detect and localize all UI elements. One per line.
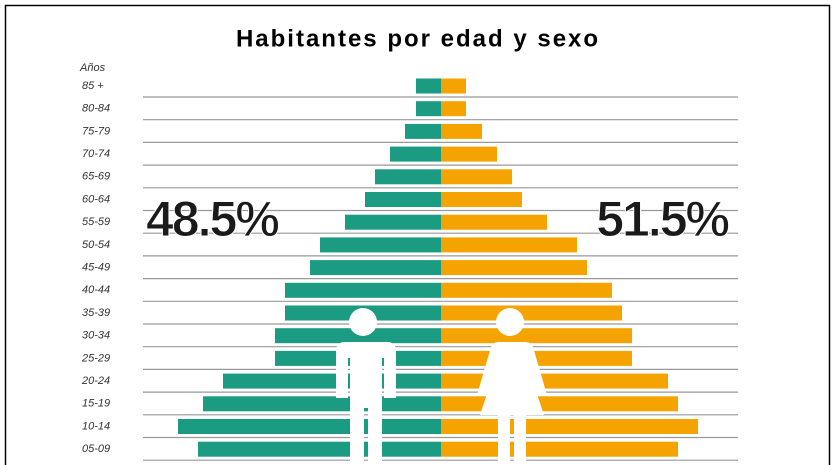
y-axis-label: Años xyxy=(79,62,106,74)
y-tick-label: 10-14 xyxy=(82,420,110,432)
bar xyxy=(178,419,441,434)
bar xyxy=(223,373,441,389)
y-tick-label: 20-24 xyxy=(81,375,110,387)
bar xyxy=(441,419,698,434)
bar xyxy=(375,169,441,185)
y-tick-label: 55-59 xyxy=(82,216,110,228)
y-tick-label: 80-84 xyxy=(82,103,110,115)
y-tick-label: 85 + xyxy=(82,80,104,92)
y-tick-label: 45-49 xyxy=(82,262,110,274)
overlay: 48.5% 51.5% xyxy=(146,191,732,465)
chart-title: Habitantes por edad y sexo xyxy=(236,25,600,52)
male-percentage: 48.5% xyxy=(146,191,279,247)
y-tick-label: 70-74 xyxy=(82,148,110,160)
bar xyxy=(441,146,497,162)
bar xyxy=(441,214,547,230)
bar xyxy=(310,260,441,276)
bar xyxy=(198,441,441,457)
female-icon xyxy=(477,308,547,465)
y-tick-label: 50-54 xyxy=(82,239,110,251)
bar xyxy=(441,373,668,389)
bar xyxy=(203,396,441,412)
bar xyxy=(441,396,678,412)
bar xyxy=(441,328,632,344)
bar xyxy=(441,192,522,207)
y-tick-label: 60-64 xyxy=(82,193,110,205)
y-tick-label: 35-39 xyxy=(82,307,110,319)
bar xyxy=(390,146,441,162)
y-tick-label: 75-79 xyxy=(82,125,110,137)
bar xyxy=(441,305,622,321)
bar xyxy=(365,192,441,207)
male-icon xyxy=(336,308,396,465)
bar xyxy=(416,78,441,94)
bar xyxy=(416,101,441,117)
y-tick-label: 30-34 xyxy=(82,330,110,342)
bar xyxy=(441,123,482,139)
y-tick-label: 05-09 xyxy=(82,443,110,455)
y-tick-label: 25-29 xyxy=(81,352,110,364)
bar xyxy=(405,123,441,139)
bar xyxy=(345,214,441,230)
bar xyxy=(441,237,577,253)
bar xyxy=(441,282,612,298)
bar xyxy=(441,101,466,117)
bar xyxy=(441,169,512,185)
bar xyxy=(441,260,587,276)
y-tick-label: 65-69 xyxy=(82,171,110,183)
bar xyxy=(441,78,466,94)
y-tick-label: 40-44 xyxy=(82,284,110,296)
y-tick-label: 15-19 xyxy=(82,398,110,410)
bar xyxy=(275,328,441,344)
bar xyxy=(441,441,678,457)
bar xyxy=(320,237,441,253)
bar xyxy=(285,282,441,298)
female-percentage: 51.5% xyxy=(596,191,729,247)
